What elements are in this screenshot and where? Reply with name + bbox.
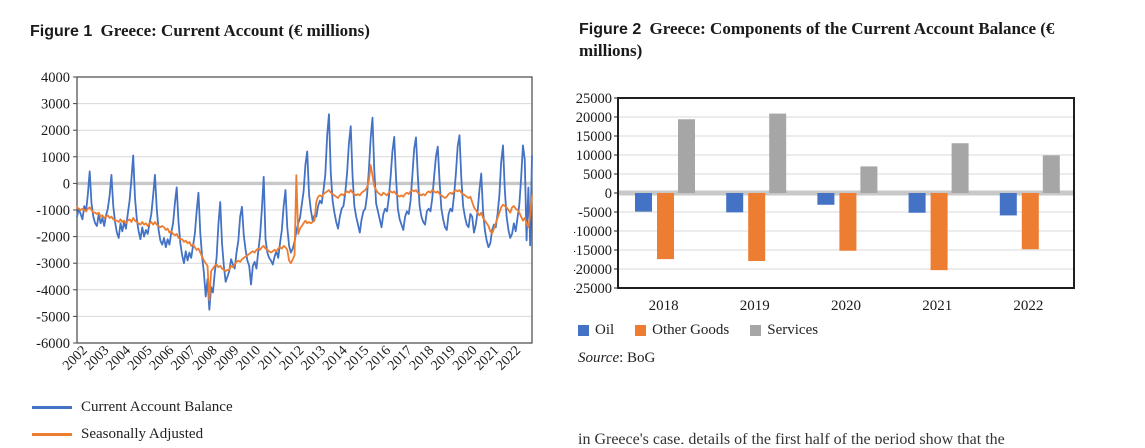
- svg-text:-1000: -1000: [36, 203, 70, 219]
- svg-text:15000: 15000: [576, 129, 612, 145]
- legend-label: Services: [767, 322, 819, 338]
- line-swatch-orange: [32, 433, 72, 436]
- svg-text:-15000: -15000: [574, 243, 612, 259]
- source-note: Source: BoG: [578, 350, 655, 367]
- legend-label: Oil: [595, 322, 615, 338]
- svg-text:0: 0: [63, 176, 70, 192]
- svg-text:2020: 2020: [831, 298, 861, 314]
- svg-text:0: 0: [605, 186, 612, 202]
- figure1-line-chart: 4000 3000 2000 1000 0 -1000 -2000 -3000 -4000 -50…: [36, 70, 533, 374]
- legend-label: Other Goods: [652, 322, 730, 338]
- legend-item-current-account-balance: Current Account Balance: [32, 394, 233, 421]
- figure1-legend: Current Account Balance Seasonally Adjus…: [32, 394, 233, 448]
- square-swatch-blue: [578, 325, 589, 336]
- source-label: Source: [578, 350, 620, 366]
- svg-text:10000: 10000: [576, 148, 612, 164]
- svg-text:-3000: -3000: [36, 256, 70, 272]
- source-value: : BoG: [619, 350, 656, 366]
- square-swatch-orange: [635, 325, 647, 336]
- clipped-body-text: in Greece's case, details of the first h…: [578, 431, 1005, 444]
- figure2-title: Figure 2 Greece: Components of the Curre…: [579, 18, 1084, 62]
- svg-text:2019: 2019: [740, 298, 770, 314]
- svg-text:-6000: -6000: [36, 336, 70, 352]
- svg-text:2022: 2022: [1013, 298, 1043, 314]
- svg-text:3000: 3000: [41, 97, 70, 113]
- svg-text:2021: 2021: [922, 298, 952, 314]
- svg-text:-4000: -4000: [36, 283, 70, 299]
- legend-label: Current Account Balance: [81, 399, 233, 415]
- svg-text:-20000: -20000: [574, 262, 612, 278]
- svg-text:25000: 25000: [576, 91, 612, 107]
- svg-text:-5000: -5000: [36, 309, 70, 325]
- svg-text:1000: 1000: [41, 150, 70, 166]
- legend-item-services: Services: [750, 322, 818, 339]
- figure1-title: Figure 1 Greece: Current Account (€ mill…: [30, 20, 550, 42]
- figure1-title-text: Greece: Current Account (€ millions): [100, 21, 370, 40]
- svg-text:2000: 2000: [41, 123, 70, 139]
- legend-item-seasonally-adjusted: Seasonally Adjusted: [32, 421, 233, 448]
- svg-text:-2000: -2000: [36, 230, 70, 246]
- figure2-title-text: Greece: Components of the Current Accoun…: [579, 19, 1055, 60]
- figure2-legend: Oil Other Goods Services: [578, 322, 839, 339]
- figure2-bar-chart: 25000 20000 15000 10000 5000 0 -5000 -10000 -150…: [574, 91, 1075, 314]
- svg-text:4000: 4000: [41, 70, 70, 86]
- legend-label: Seasonally Adjusted: [81, 426, 204, 442]
- line-swatch-blue: [32, 406, 72, 409]
- figure2-title-prefix: Figure 2: [579, 21, 642, 38]
- square-swatch-gray: [750, 325, 762, 336]
- svg-text:5000: 5000: [583, 167, 612, 183]
- figure1-title-prefix: Figure 1: [30, 23, 93, 40]
- svg-text:-10000: -10000: [574, 224, 612, 240]
- svg-text:-5000: -5000: [578, 205, 612, 221]
- legend-item-other-goods: Other Goods: [635, 322, 729, 339]
- legend-item-oil: Oil: [578, 322, 614, 339]
- svg-text:-25000: -25000: [574, 281, 612, 297]
- svg-text:20000: 20000: [576, 110, 612, 126]
- svg-text:2018: 2018: [649, 298, 679, 314]
- svg-text:2022: 2022: [494, 343, 524, 373]
